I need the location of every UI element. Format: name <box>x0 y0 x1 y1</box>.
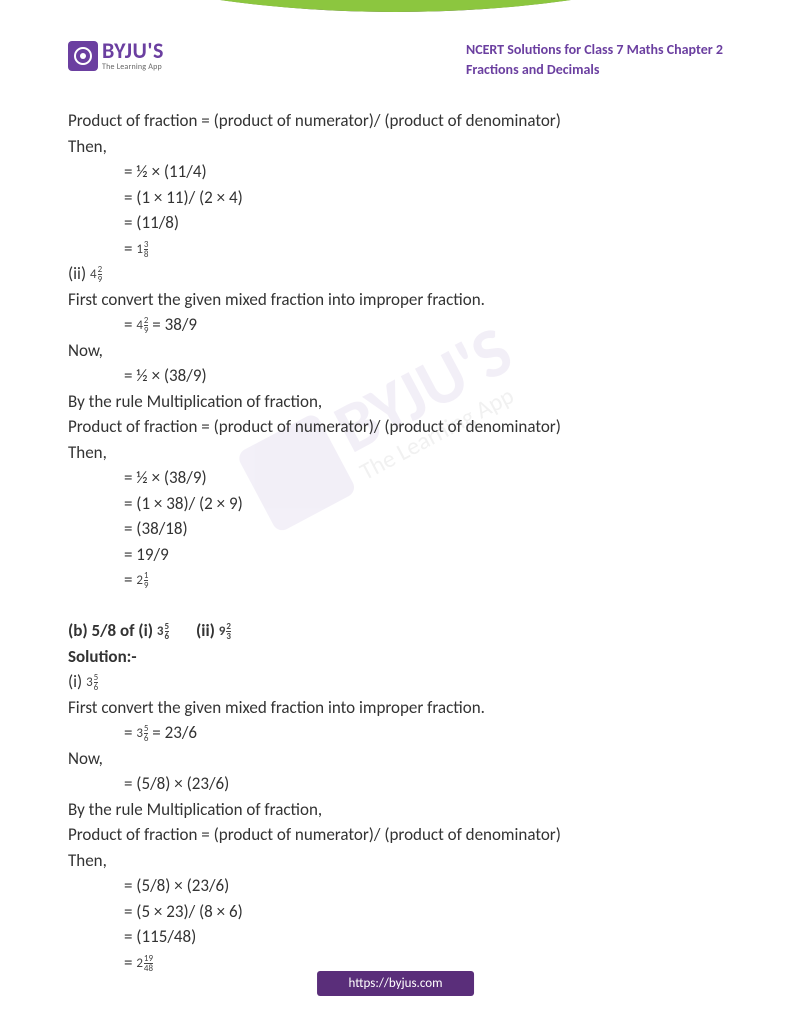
text-line: Then, <box>68 848 723 874</box>
text-line: First convert the given mixed fraction i… <box>68 695 723 721</box>
logo-name: BYJU'S <box>102 40 164 62</box>
text-line: = 219 <box>68 567 723 593</box>
header: BYJU'S The Learning App NCERT Solutions … <box>68 40 723 79</box>
mixed-fraction: 429 <box>136 316 148 335</box>
mixed-fraction: 356 <box>86 673 98 692</box>
text-line: = (115/48) <box>68 924 723 950</box>
content: Product of fraction = (product of numera… <box>68 108 723 975</box>
text-line: = 19/9 <box>68 542 723 568</box>
text-line: First convert the given mixed fraction i… <box>68 287 723 313</box>
text-line: Product of fraction = (product of numera… <box>68 108 723 134</box>
text-line: = (1 × 11)/ (2 × 4) <box>68 185 723 211</box>
title-line-2: Fractions and Decimals <box>466 60 723 80</box>
footer-url[interactable]: https://byjus.com <box>317 971 475 996</box>
mixed-fraction: 21948 <box>136 954 153 973</box>
text-line: Product of fraction = (product of numera… <box>68 414 723 440</box>
text-line: Product of fraction = (product of numera… <box>68 822 723 848</box>
logo: BYJU'S The Learning App <box>68 40 164 72</box>
logo-tagline: The Learning App <box>102 62 164 72</box>
spacer <box>68 593 723 619</box>
text-line: = (11/8) <box>68 210 723 236</box>
mixed-fraction: 923 <box>219 622 231 641</box>
mixed-fraction: 356 <box>157 622 169 641</box>
page: BYJU'S The Learning App BYJU'S The Learn… <box>0 0 791 1024</box>
mixed-fraction: 138 <box>136 240 148 259</box>
text-line: = (5/8) × (23/6) <box>68 873 723 899</box>
text-line: = 356 = 23/6 <box>68 720 723 746</box>
text-line: (i) 356 <box>68 669 723 695</box>
text-line: Then, <box>68 134 723 160</box>
text-line: = (5 × 23)/ (8 × 6) <box>68 899 723 925</box>
top-decoration <box>0 0 791 16</box>
text-line: = (1 × 38)/ (2 × 9) <box>68 491 723 517</box>
mixed-fraction: 356 <box>136 724 148 743</box>
text-line: = 429 = 38/9 <box>68 312 723 338</box>
title-line-1: NCERT Solutions for Class 7 Maths Chapte… <box>466 40 723 60</box>
text-line: Now, <box>68 746 723 772</box>
solution-label: Solution:- <box>68 644 723 670</box>
mixed-fraction: 219 <box>136 571 148 590</box>
text-line: By the rule Multiplication of fraction, <box>68 389 723 415</box>
mixed-fraction: 429 <box>90 265 102 284</box>
arc-green <box>0 0 791 12</box>
logo-badge-icon <box>68 41 98 71</box>
text-line: = ½ × (38/9) <box>68 465 723 491</box>
document-title: NCERT Solutions for Class 7 Maths Chapte… <box>466 40 723 79</box>
text-line: = (5/8) × (23/6) <box>68 771 723 797</box>
text-line: = 138 <box>68 236 723 262</box>
text-line: (ii) 429 <box>68 261 723 287</box>
text-line: By the rule Multiplication of fraction, <box>68 797 723 823</box>
text-line: Now, <box>68 338 723 364</box>
question-line: (b) 5/8 of (i) 356 (ii) 923 <box>68 618 723 644</box>
text-line: = ½ × (38/9) <box>68 363 723 389</box>
text-line: = (38/18) <box>68 516 723 542</box>
text-line: Then, <box>68 440 723 466</box>
text-line: = ½ × (11/4) <box>68 159 723 185</box>
